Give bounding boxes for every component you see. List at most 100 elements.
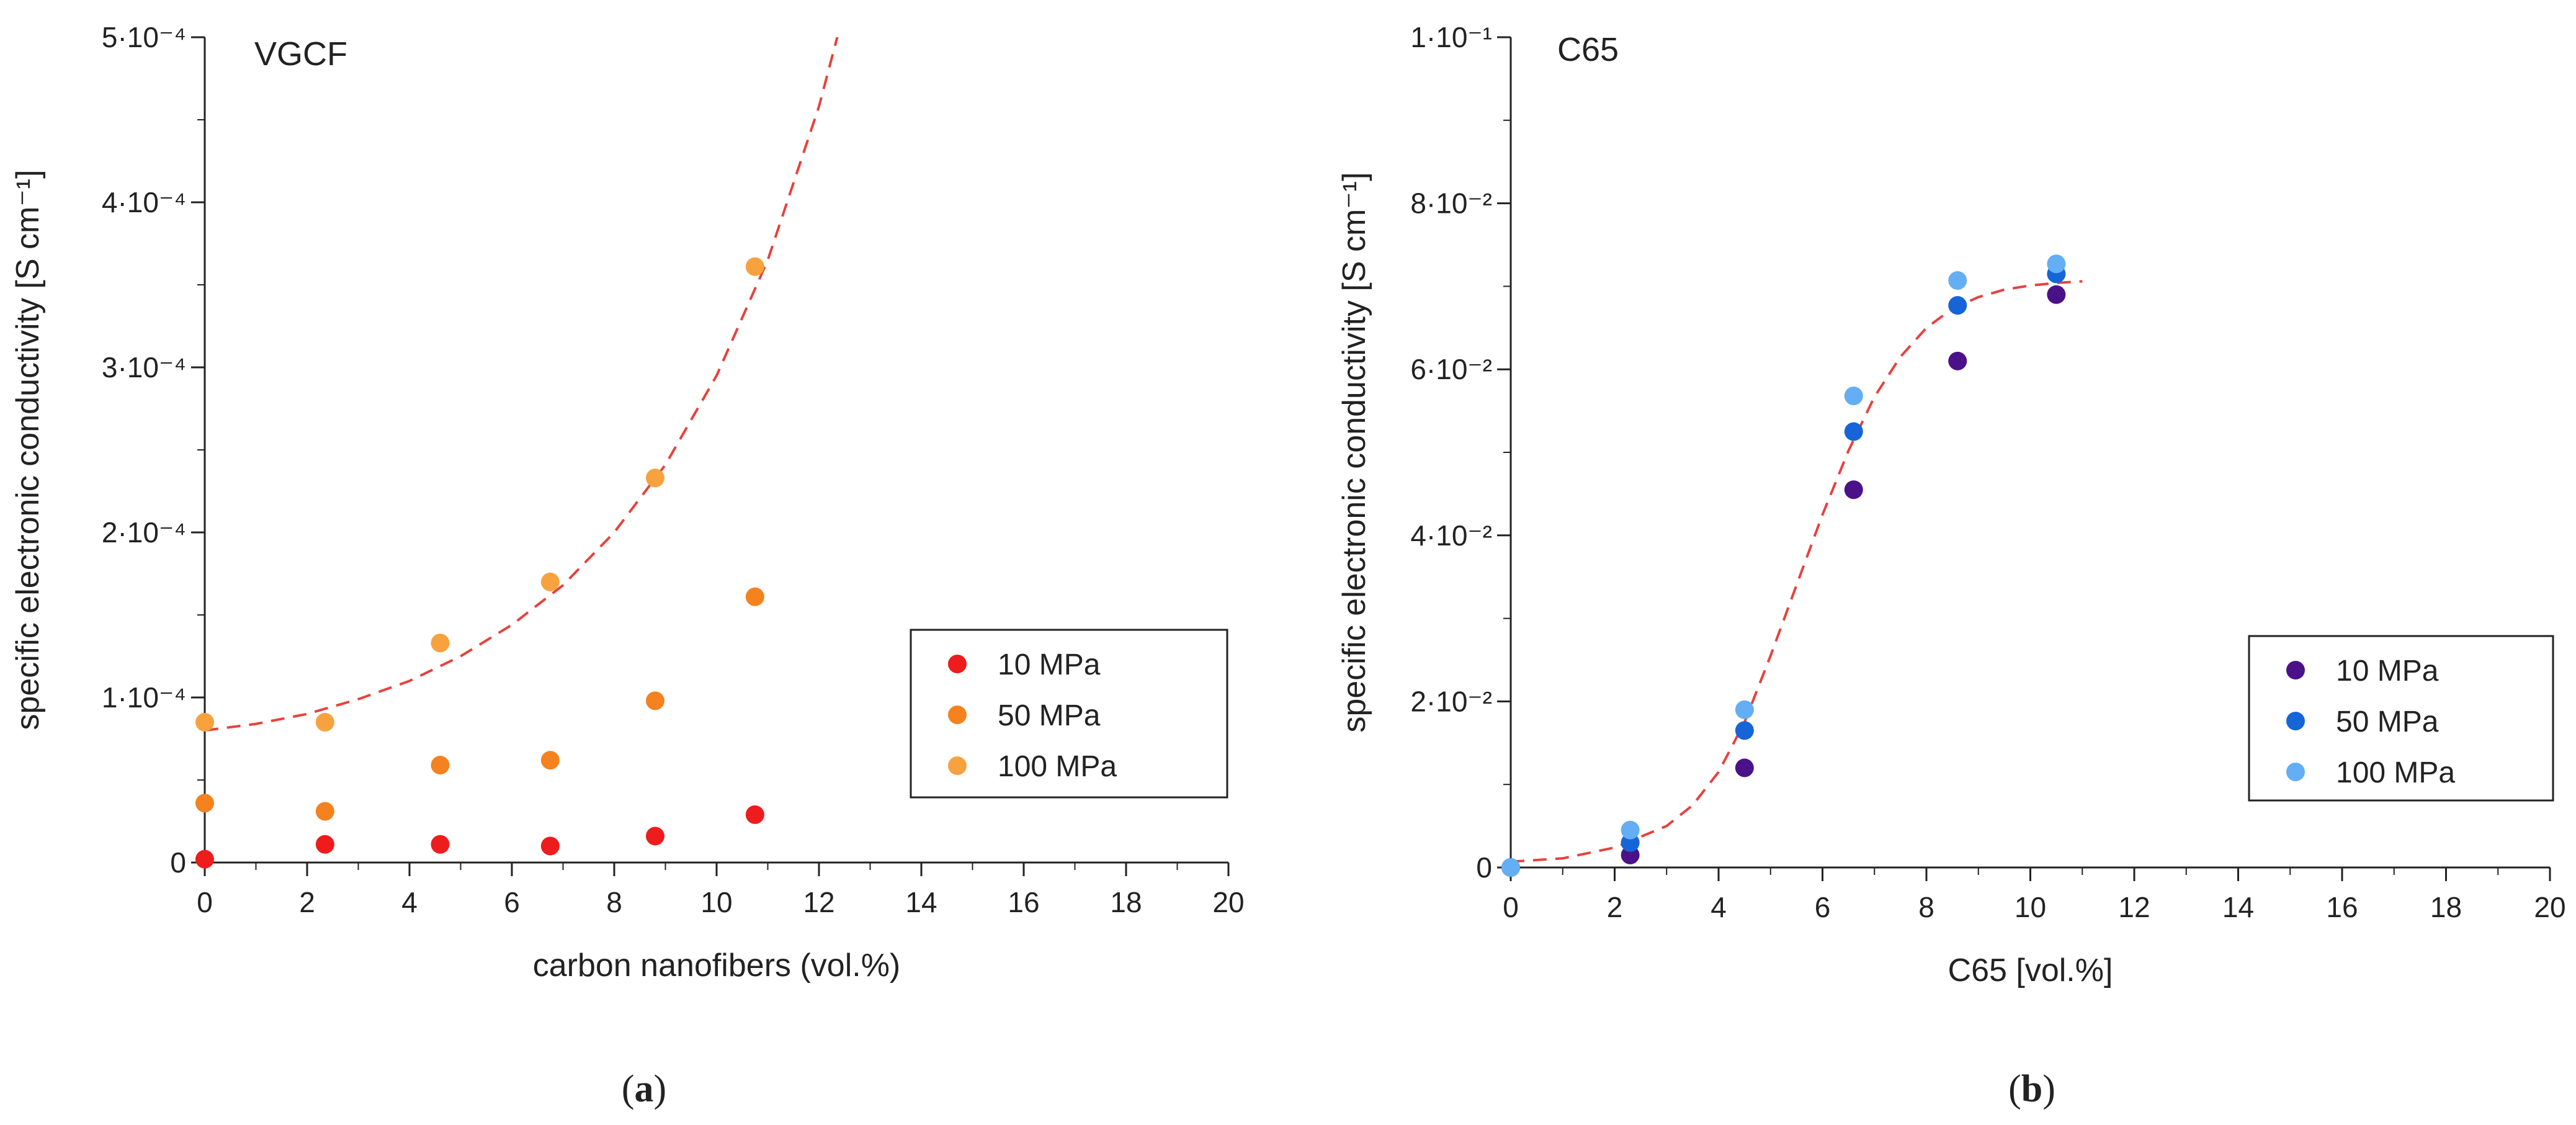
legend-label: 10 MPa <box>998 648 1101 681</box>
legend-marker <box>2286 661 2305 679</box>
caption-paren-open: ( <box>2008 1068 2021 1110</box>
panel-title: C65 <box>1557 31 1619 68</box>
x-tick-label: 10 <box>2015 891 2046 923</box>
x-tick-label: 6 <box>1815 891 1831 923</box>
legend-marker <box>2286 712 2305 730</box>
y-axis-title: specific electronic conductivity [S cm⁻¹… <box>1336 172 1372 732</box>
panel-a-vgcf-chart: 0 2 4 6 8 10 12 14 16 18 20 0 1·10⁻⁴ 2·10⁻⁴ 3·10⁻⁴ 4·10… <box>10 21 1245 1110</box>
y-axis-title: specific electronic conductivity [S cm⁻¹… <box>10 169 46 730</box>
x-tick-label: 14 <box>905 886 937 918</box>
data-point <box>2047 285 2066 304</box>
data-point <box>431 835 450 854</box>
x-tick-label: 16 <box>2326 891 2358 923</box>
x-tick-label: 10 <box>700 886 732 918</box>
data-point <box>540 836 560 856</box>
data-point <box>1735 721 1754 740</box>
x-tick-label: 16 <box>1008 886 1039 918</box>
data-point <box>1735 700 1754 719</box>
data-point <box>1948 271 1967 290</box>
x-tick-label: 12 <box>803 886 834 918</box>
series-50-mpa <box>195 587 764 821</box>
x-axis-title: C65 [vol.%] <box>1948 952 2113 988</box>
x-tick-label: 8 <box>1918 891 1934 923</box>
y-tick-label: 0 <box>170 846 186 879</box>
data-point <box>195 794 214 813</box>
x-tick-label: 12 <box>2118 891 2150 923</box>
legend-marker <box>948 756 967 775</box>
x-tick-label: 0 <box>197 886 213 918</box>
data-point <box>1621 820 1640 840</box>
series-10-mpa <box>1501 285 2066 877</box>
data-point <box>540 751 560 770</box>
legend-label: 100 MPa <box>998 750 1117 783</box>
data-point <box>315 712 334 732</box>
legend-marker <box>948 655 967 673</box>
data-point <box>315 835 334 854</box>
caption-letter: b <box>2021 1068 2042 1110</box>
data-point <box>646 827 664 846</box>
fit-curve <box>1511 280 2083 863</box>
x-tick-label: 18 <box>1110 886 1142 918</box>
y-tick-label: 5·10⁻⁴ <box>102 21 186 53</box>
x-tick-label: 2 <box>299 886 315 918</box>
data-point <box>431 756 450 775</box>
x-axis-title: carbon nanofibers (vol.%) <box>533 948 901 984</box>
y-tick-label: 4·10⁻² <box>1410 519 1492 552</box>
x-tick-label: 0 <box>1503 891 1519 923</box>
series-100-mpa <box>195 257 764 732</box>
caption-paren-open: ( <box>622 1068 635 1110</box>
data-point <box>1735 758 1754 778</box>
data-point <box>1501 858 1520 877</box>
legend-marker <box>2286 763 2305 781</box>
x-tick-label: 20 <box>2534 891 2565 923</box>
x-tick-label: 4 <box>401 886 418 918</box>
panel-caption: (a) <box>622 1068 666 1110</box>
y-tick-label: 6·10⁻² <box>1410 353 1492 385</box>
y-tick-label: 4·10⁻⁴ <box>102 186 186 218</box>
data-point <box>646 468 664 488</box>
y-tick-label: 8·10⁻² <box>1410 187 1492 220</box>
x-tick-label: 14 <box>2222 891 2254 923</box>
series-50-mpa <box>1501 264 2066 877</box>
y-tick-label: 1·10⁻¹ <box>1410 21 1492 53</box>
x-tick-label: 6 <box>504 886 520 918</box>
y-tick-label: 2·10⁻² <box>1410 685 1492 717</box>
data-point <box>195 712 214 732</box>
x-tick-label: 18 <box>2430 891 2462 923</box>
x-tick-label: 2 <box>1607 891 1623 923</box>
fit-curve <box>205 37 839 732</box>
data-point <box>431 634 450 653</box>
data-point <box>540 572 560 591</box>
data-point <box>1948 296 1967 315</box>
caption-letter: a <box>635 1068 654 1110</box>
data-point <box>745 805 764 824</box>
x-tick-label: 4 <box>1711 891 1727 923</box>
caption-paren-close: ) <box>2042 1068 2055 1110</box>
legend-label: 100 MPa <box>2336 756 2455 789</box>
panel-title: VGCF <box>254 35 347 73</box>
y-tick-label: 1·10⁻⁴ <box>102 681 186 714</box>
data-point <box>1844 480 1863 500</box>
legend-label: 10 MPa <box>2336 655 2439 688</box>
caption-paren-close: ) <box>654 1068 667 1110</box>
y-tick-label: 3·10⁻⁴ <box>102 351 186 383</box>
legend-marker <box>948 706 967 724</box>
data-point <box>1844 387 1863 406</box>
y-tick-label: 2·10⁻⁴ <box>102 516 186 549</box>
data-point <box>745 257 764 276</box>
data-point <box>1844 422 1863 441</box>
x-tick-label: 8 <box>606 886 622 918</box>
panel-caption: (b) <box>2008 1068 2055 1110</box>
panel-b-c65-chart: 0 2 4 6 8 10 12 14 16 18 20 0 2·10⁻² 4·10⁻² 6·10⁻² 8·10… <box>1336 21 2566 1110</box>
series-10-mpa <box>195 805 764 869</box>
series-100-mpa <box>1501 254 2066 877</box>
data-point <box>1948 351 1967 370</box>
data-point <box>195 849 214 869</box>
y-tick-label: 0 <box>1476 851 1492 884</box>
data-point <box>315 802 334 821</box>
x-tick-label: 20 <box>1212 886 1244 918</box>
data-point <box>745 587 764 606</box>
data-point <box>2047 254 2066 274</box>
legend-label: 50 MPa <box>2336 706 2439 738</box>
